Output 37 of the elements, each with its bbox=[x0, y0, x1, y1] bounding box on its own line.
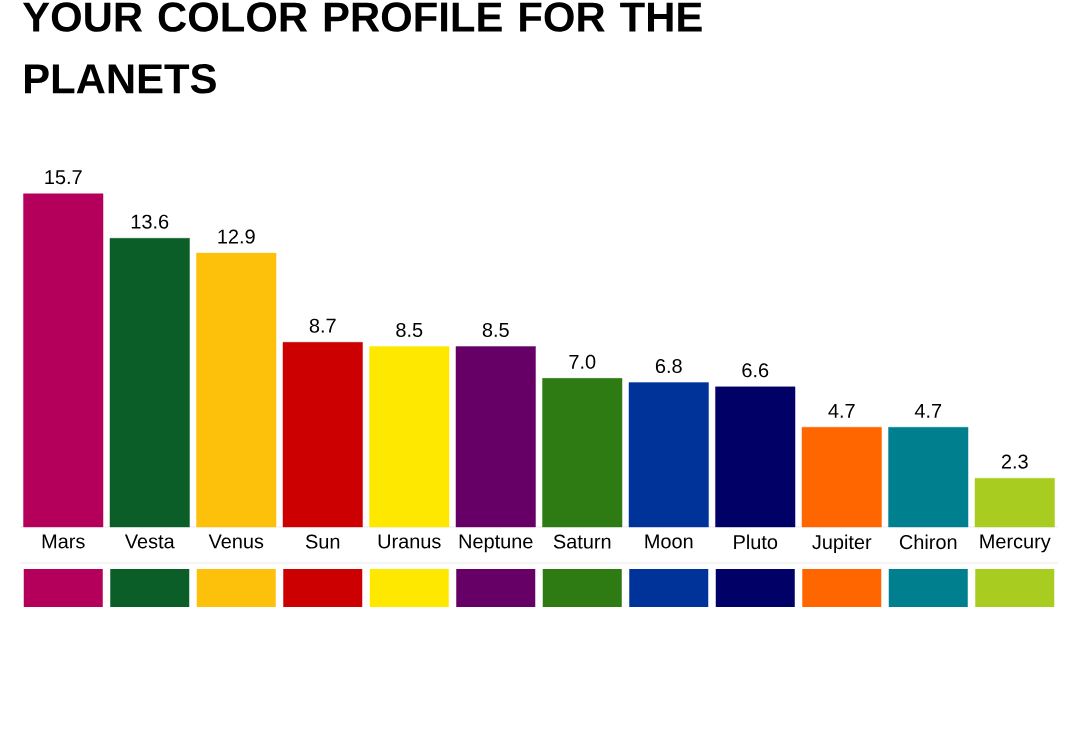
bar bbox=[369, 346, 450, 528]
x-tick-label: Uranus bbox=[378, 534, 441, 549]
data-label: 8.5 bbox=[482, 322, 509, 337]
bar bbox=[628, 382, 709, 528]
bar bbox=[282, 342, 363, 528]
x-tick-label: Moon bbox=[645, 534, 693, 549]
x-tick-label: Vesta bbox=[124, 534, 175, 549]
bar bbox=[109, 238, 190, 528]
bar bbox=[974, 477, 1055, 528]
x-tick-label: Mercury bbox=[980, 534, 1051, 553]
data-label: 8.7 bbox=[309, 318, 336, 333]
x-tick-label: Neptune bbox=[459, 534, 533, 553]
data-label: 12.9 bbox=[218, 229, 255, 244]
bar bbox=[455, 346, 536, 528]
bar bbox=[888, 427, 969, 528]
data-label: 4.7 bbox=[914, 403, 942, 418]
data-label: 4.7 bbox=[828, 403, 855, 418]
x-tick-label: Saturn bbox=[553, 534, 611, 549]
bar bbox=[715, 386, 796, 528]
bar bbox=[801, 427, 882, 528]
data-label: 13.6 bbox=[131, 214, 169, 229]
x-tick-label: Jupiter bbox=[812, 534, 872, 554]
x-tick-label: Chiron bbox=[899, 534, 957, 550]
bar bbox=[23, 193, 104, 528]
x-tick-label: Venus bbox=[208, 534, 264, 549]
data-label: 8.5 bbox=[396, 322, 423, 337]
data-label: 2.3 bbox=[1001, 454, 1028, 469]
data-label: 7.0 bbox=[569, 354, 596, 369]
x-tick-label: Sun bbox=[305, 534, 340, 549]
data-label: 15.7 bbox=[45, 170, 82, 185]
x-tick-label: Mars bbox=[42, 534, 85, 549]
chart-title: YOUR COLOR PROFILE FOR THE PLANETS bbox=[22, 2, 702, 94]
bar bbox=[542, 378, 623, 528]
data-label: 6.6 bbox=[742, 363, 769, 378]
bar bbox=[196, 252, 277, 528]
x-tick-label: Pluto bbox=[734, 534, 778, 550]
data-label: 6.8 bbox=[655, 359, 682, 374]
